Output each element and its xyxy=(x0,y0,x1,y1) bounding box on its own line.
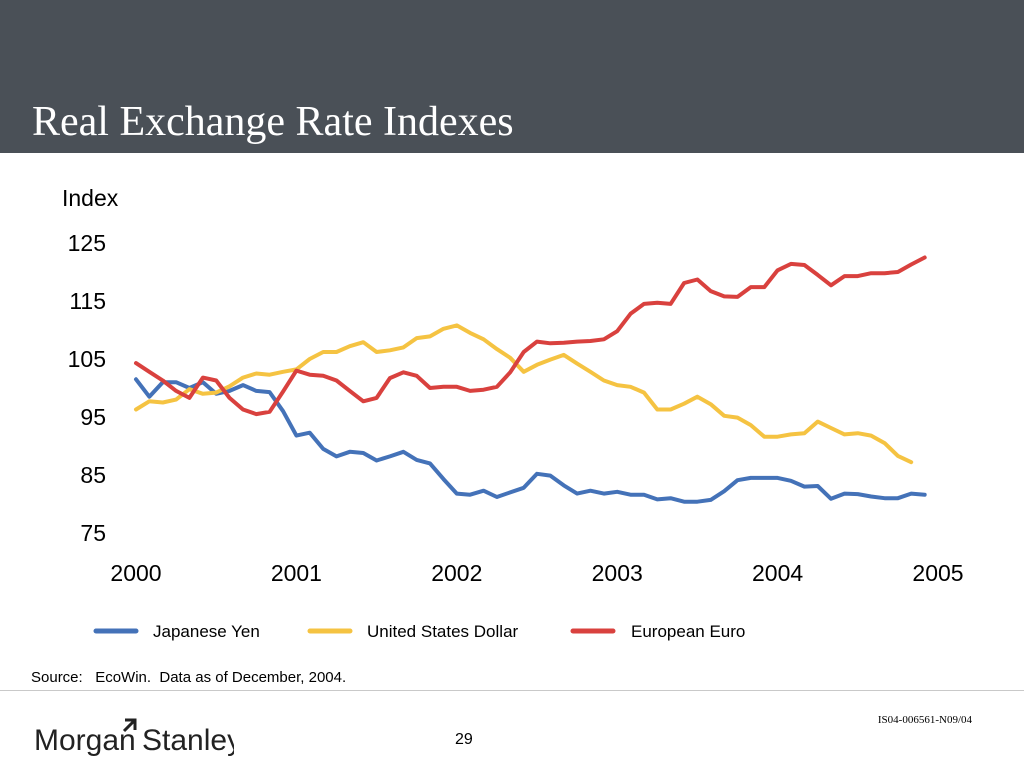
series-line-united-states-dollar xyxy=(134,323,914,465)
y-axis-title: Index xyxy=(62,185,119,211)
y-tick-label: 85 xyxy=(80,462,106,488)
y-tick-label: 75 xyxy=(80,520,106,546)
title-banner: Real Exchange Rate Indexes xyxy=(0,0,1024,153)
series-lines xyxy=(134,255,927,504)
y-tick-label: 125 xyxy=(68,230,106,256)
x-tick-label: 2001 xyxy=(271,560,322,586)
morgan-stanley-logo: Morgan Stanley xyxy=(34,718,234,757)
x-tick-label: 2003 xyxy=(592,560,643,586)
y-tick-label: 115 xyxy=(69,288,106,314)
y-tick-label: 95 xyxy=(80,404,106,430)
source-note: Source: EcoWin. Data as of December, 200… xyxy=(31,669,347,686)
svg-text:Stanley: Stanley xyxy=(142,724,234,757)
legend-label: European Euro xyxy=(631,622,745,641)
footer-divider xyxy=(0,690,1024,691)
series-line-european-euro xyxy=(134,255,927,417)
legend-label: Japanese Yen xyxy=(153,622,260,641)
x-axis-ticks: 2000 2001 2002 2003 2004 2005 xyxy=(110,560,963,586)
line-chart: 125 115 105 95 85 75 2000 2001 2002 2003 2004 2005… xyxy=(62,185,964,641)
x-tick-label: 2000 xyxy=(110,560,161,586)
legend-label: United States Dollar xyxy=(367,622,519,641)
legend: Japanese Yen United States Dollar European… xyxy=(93,622,745,641)
series-line-japanese-yen xyxy=(134,377,927,504)
page-number: 29 xyxy=(455,731,473,748)
x-tick-label: 2004 xyxy=(752,560,803,586)
x-tick-label: 2002 xyxy=(431,560,482,586)
x-tick-label: 2005 xyxy=(912,560,963,586)
y-tick-label: 105 xyxy=(68,346,106,372)
document-id: IS04-006561-N09/04 xyxy=(877,714,972,726)
slide-title: Real Exchange Rate Indexes xyxy=(32,99,514,145)
y-axis-ticks: 125 115 105 95 85 75 xyxy=(68,230,106,546)
svg-text:Morgan: Morgan xyxy=(34,724,136,757)
